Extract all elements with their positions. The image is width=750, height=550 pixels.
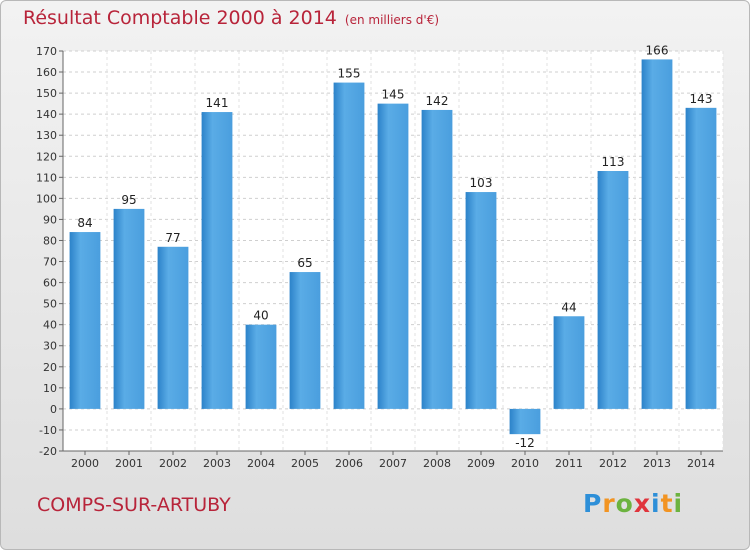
y-tick-label: 110 <box>36 171 57 184</box>
chart-title-text: Résultat Comptable 2000 à 2014 <box>23 7 337 29</box>
x-tick-label: 2005 <box>291 457 319 470</box>
bar <box>465 192 497 409</box>
place-name: COMPS-SUR-ARTUBY <box>37 494 231 516</box>
y-tick-label: 120 <box>36 150 57 163</box>
y-tick-label: 40 <box>43 319 57 332</box>
x-tick-label: 2014 <box>687 457 715 470</box>
bar-value-label: 141 <box>206 96 229 110</box>
chart-title: Résultat Comptable 2000 à 2014 (en millie… <box>23 7 439 29</box>
logo-letter: i <box>673 489 684 518</box>
y-tick-label: -10 <box>39 424 57 437</box>
proxiti-logo: Proxiti <box>583 489 683 518</box>
bar-value-label: 84 <box>77 216 92 230</box>
x-tick-label: 2011 <box>555 457 583 470</box>
y-tick-label: -20 <box>39 445 57 458</box>
x-tick-label: 2013 <box>643 457 671 470</box>
bar-value-label: 155 <box>338 67 361 81</box>
y-tick-label: 140 <box>36 108 57 121</box>
bar <box>245 324 277 409</box>
logo-letter: x <box>633 489 651 518</box>
bar-value-label: 77 <box>165 231 180 245</box>
y-tick-label: 10 <box>43 382 57 395</box>
y-tick-label: 170 <box>36 45 57 58</box>
bar-value-label: 65 <box>297 256 312 270</box>
x-tick-label: 2006 <box>335 457 363 470</box>
x-tick-label: 2003 <box>203 457 231 470</box>
bar <box>113 208 145 409</box>
y-tick-label: 130 <box>36 129 57 142</box>
bar <box>685 107 717 409</box>
y-tick-label: 50 <box>43 298 57 311</box>
y-tick-label: 70 <box>43 256 57 269</box>
bar <box>377 103 409 409</box>
y-tick-label: 60 <box>43 277 57 290</box>
logo-letter: i <box>651 489 661 518</box>
logo-letter: r <box>602 489 616 518</box>
y-tick-label: 150 <box>36 87 57 100</box>
bar <box>641 59 673 409</box>
bar-value-label: 142 <box>426 94 449 108</box>
x-tick-label: 2012 <box>599 457 627 470</box>
bar <box>421 109 453 409</box>
bars: 84 95 77 141 40 65 155 145 142 103 -12 44 113 166 143 <box>69 43 717 450</box>
x-tick-label: 2001 <box>115 457 143 470</box>
logo-letter: P <box>583 489 603 518</box>
bar <box>289 272 321 409</box>
bar-value-label: 113 <box>602 155 625 169</box>
x-tick-label: 2010 <box>511 457 539 470</box>
bar-value-label: 143 <box>690 92 713 106</box>
bar <box>597 171 629 409</box>
bar <box>333 82 365 409</box>
y-tick-label: 80 <box>43 234 57 247</box>
chart-subtitle: (en milliers d'€) <box>344 13 440 27</box>
x-tick-label: 2007 <box>379 457 407 470</box>
bar-value-label: 44 <box>561 300 576 314</box>
x-tick-label: 2000 <box>71 457 99 470</box>
x-tick-label: 2008 <box>423 457 451 470</box>
bar-value-label: 95 <box>121 193 136 207</box>
y-axis: -20 -10 0 10 20 30 40 50 60 70 80 90 100 110 120 130 140… <box>36 45 64 458</box>
y-tick-label: 90 <box>43 213 57 226</box>
bar <box>553 316 585 409</box>
x-axis: 2000 2001 2002 2003 2004 2005 2006 2007 2008 2009… <box>63 450 723 470</box>
bar <box>509 408 541 435</box>
y-tick-label: 0 <box>50 403 57 416</box>
bar-value-label: 145 <box>382 88 405 102</box>
x-tick-label: 2002 <box>159 457 187 470</box>
logo-letter: o <box>615 489 634 518</box>
y-tick-label: 30 <box>43 340 57 353</box>
bar-value-label: 166 <box>646 43 669 57</box>
x-tick-label: 2004 <box>247 457 275 470</box>
logo-letter: t <box>660 489 674 518</box>
bar-value-label: -12 <box>515 436 535 450</box>
bar <box>69 232 101 409</box>
y-tick-label: 160 <box>36 66 57 79</box>
x-tick-label: 2009 <box>467 457 495 470</box>
y-tick-label: 20 <box>43 361 57 374</box>
bar <box>157 246 189 409</box>
bar <box>201 112 233 409</box>
bar-value-label: 40 <box>253 309 268 323</box>
bar-value-label: 103 <box>470 176 493 190</box>
y-tick-label: 100 <box>36 192 57 205</box>
